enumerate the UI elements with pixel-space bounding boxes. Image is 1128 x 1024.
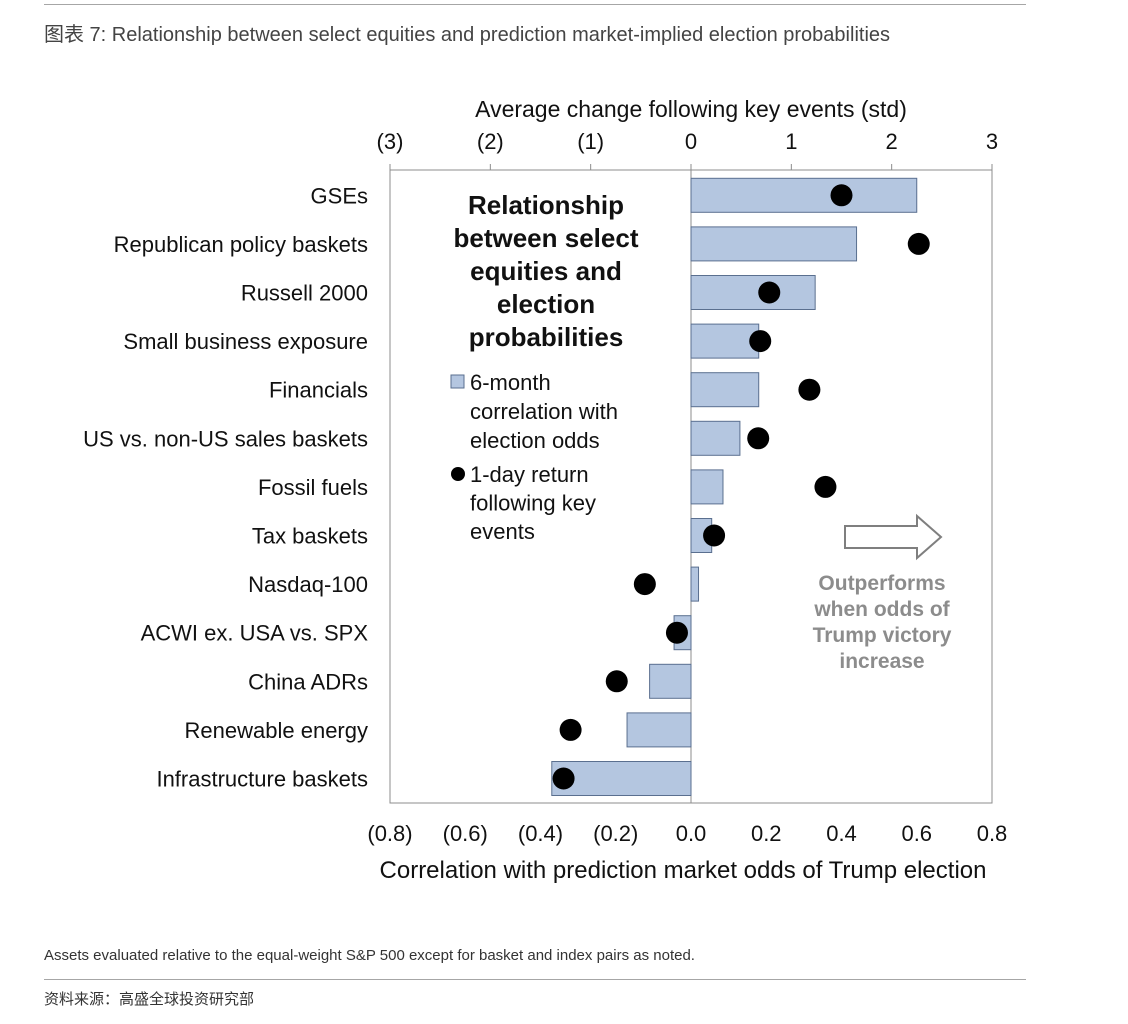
top-tick-label: 2 [886,129,898,154]
bottom-tick-label: 0.4 [826,821,857,846]
top-tick-label: 3 [986,129,998,154]
legend-dot-swatch [451,467,465,481]
return-dot [552,767,575,790]
top-tick-label: (2) [477,129,504,154]
bottom-tick-label: (0.4) [518,821,563,846]
annotation-line: Trump victory [813,624,952,647]
legend-dot-label: following key [470,491,596,516]
return-dot [758,281,781,304]
bottom-tick-label: 0.0 [676,821,707,846]
legend-bar-label: correlation with [470,399,618,424]
bottom-tick-label: 0.2 [751,821,782,846]
right-arrow-icon [844,513,943,561]
figure-title: 图表 7: Relationship between select equiti… [44,24,891,46]
correlation-bar [649,663,692,699]
category-label: US vs. non-US sales baskets [83,426,368,451]
inset-title-line: probabilities [469,322,624,352]
return-dot [747,427,770,450]
return-dot [559,718,582,741]
bottom-tick-label: (0.2) [593,821,638,846]
category-label: Financials [269,378,368,403]
bottom-tick-label: (0.8) [367,821,412,846]
correlation-bar [690,323,760,359]
bottom-tick-label: 0.6 [901,821,932,846]
source-note: 资料来源：高盛全球投资研究部 [44,991,255,1008]
footnote: Assets evaluated relative to the equal-w… [44,947,695,964]
inset-title-line: election [497,289,595,319]
category-label: ACWI ex. USA vs. SPX [141,621,369,646]
top-rule [44,4,1026,5]
correlation-bar [626,712,692,748]
legend-bar-label: election odds [470,428,600,453]
correlation-bar [690,275,816,310]
return-dot [907,232,930,255]
category-label: China ADRs [248,669,368,694]
correlation-bar [690,177,918,213]
return-dot [814,475,837,498]
bottom-axis-title: Correlation with prediction market odds … [380,857,987,884]
category-label: Fossil fuels [258,475,368,500]
inset-title-line: equities and [470,256,622,286]
top-axis-title: Average change following key events (std… [475,96,907,122]
annotation-line: when odds of [813,598,950,621]
top-tick-label: (1) [577,129,604,154]
inset-title-line: between select [454,223,639,253]
annotation-line: increase [839,650,924,673]
legend-dot-label: events [470,519,535,544]
annotation-line: Outperforms [818,572,945,595]
top-tick-label: (3) [377,129,404,154]
correlation-bar [690,469,724,505]
bottom-rule [44,979,1026,980]
return-dot [703,524,726,547]
correlation-bar [690,372,760,408]
category-label: Tax baskets [252,524,368,549]
return-dot [605,670,628,693]
inset-title-line: Relationship [468,190,624,220]
return-dot [798,378,821,401]
correlation-bar [551,761,692,796]
top-tick-label: 1 [785,129,797,154]
return-dot [830,184,853,207]
category-label: Renewable energy [185,718,368,743]
category-label: Small business exposure [123,329,368,354]
correlation-bar [690,226,858,262]
legend-bar-label: 6-month [470,370,551,395]
return-dot [633,573,656,596]
return-dot [749,330,772,353]
bottom-tick-label: (0.6) [443,821,488,846]
category-label: Infrastructure baskets [156,767,368,792]
category-label: Republican policy baskets [114,232,368,257]
correlation-bar [690,420,741,456]
category-label: Russell 2000 [241,281,368,306]
category-label: Nasdaq-100 [248,572,368,597]
bottom-tick-label: 0.8 [977,821,1008,846]
correlation-bar [690,566,700,602]
legend-dot-label: 1-day return [470,462,589,487]
return-dot [665,621,688,644]
top-tick-label: 0 [685,129,697,154]
legend-bar-swatch [450,374,465,389]
category-label: GSEs [311,183,368,208]
